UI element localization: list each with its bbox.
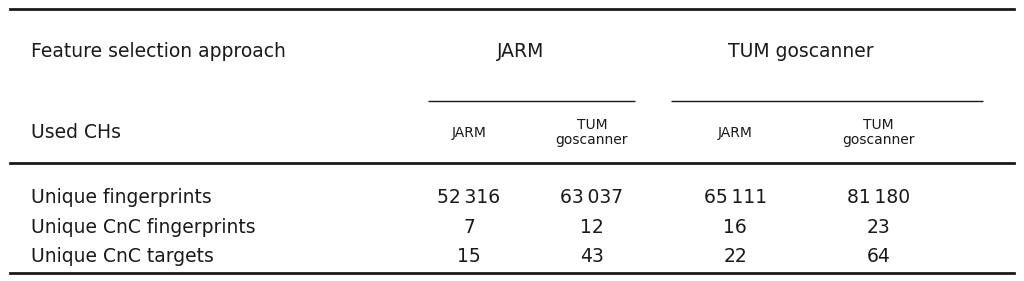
Text: TUM
goscanner: TUM goscanner <box>556 118 628 148</box>
Text: 12: 12 <box>580 218 604 237</box>
Text: JARM: JARM <box>452 126 486 140</box>
Text: TUM
goscanner: TUM goscanner <box>843 118 914 148</box>
Text: 64: 64 <box>866 247 891 266</box>
Text: Feature selection approach: Feature selection approach <box>31 42 286 61</box>
Text: 65 111: 65 111 <box>703 189 767 207</box>
Text: 81 180: 81 180 <box>847 189 910 207</box>
Text: 23: 23 <box>866 218 891 237</box>
Text: Unique CnC targets: Unique CnC targets <box>31 247 214 266</box>
Text: Unique fingerprints: Unique fingerprints <box>31 189 212 207</box>
Text: Unique CnC fingerprints: Unique CnC fingerprints <box>31 218 255 237</box>
Text: 43: 43 <box>580 247 604 266</box>
Text: JARM: JARM <box>497 42 544 61</box>
Text: 22: 22 <box>723 247 748 266</box>
Text: 16: 16 <box>723 218 748 237</box>
Text: JARM: JARM <box>718 126 753 140</box>
Text: 63 037: 63 037 <box>560 189 624 207</box>
Text: 15: 15 <box>457 247 481 266</box>
Text: TUM goscanner: TUM goscanner <box>728 42 873 61</box>
Text: 52 316: 52 316 <box>437 189 501 207</box>
Text: 7: 7 <box>463 218 475 237</box>
Text: Used CHs: Used CHs <box>31 123 121 142</box>
